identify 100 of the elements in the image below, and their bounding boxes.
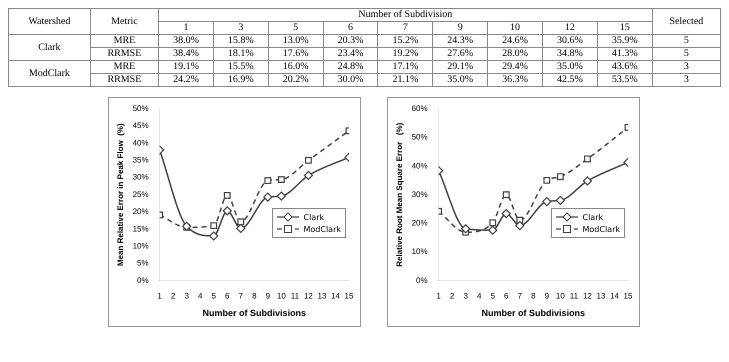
data-label: 29.4%: [488, 60, 542, 74]
x-tick-label: Selected: [652, 8, 720, 34]
y-tick-label: 30%: [412, 190, 428, 199]
point: [488, 226, 498, 235]
y-tick-label: 35%: [132, 156, 149, 165]
text: Clark: [8, 34, 90, 60]
data-label: 19.2%: [378, 48, 433, 60]
y-tick-label: 0%: [416, 276, 428, 285]
data-label: 24.3%: [432, 34, 488, 48]
y-tick-label: 20%: [412, 218, 428, 228]
data-label: 15.8%: [213, 34, 268, 48]
point: [542, 196, 552, 206]
point: [236, 224, 246, 233]
point: [543, 176, 550, 184]
data-label: 15.5%: [213, 60, 268, 74]
y-tick-label: 40%: [412, 161, 428, 170]
legend-label: Clark: [582, 212, 604, 222]
point: [263, 192, 272, 202]
x-tick-label: 10: [556, 292, 566, 301]
x-tick-label: 9: [544, 292, 550, 301]
point: [304, 170, 314, 180]
x-tick-label: 4: [476, 292, 482, 301]
y-tick-label: 10%: [132, 241, 149, 250]
x-tick-label: 8: [531, 292, 536, 301]
data-label: 23.4%: [323, 48, 378, 60]
point: [515, 221, 524, 230]
data-label: 17.6%: [268, 48, 324, 60]
data-label: 42.5%: [542, 74, 598, 86]
x-tick-label: 11: [570, 292, 579, 301]
x-tick-label: 15: [624, 292, 633, 301]
point: [278, 176, 285, 184]
x-tick-label: 13: [317, 292, 327, 301]
x-tick-label: 10: [488, 22, 542, 34]
x-tick-label: 15: [344, 292, 354, 301]
x-axis-title: Number of Subdivisions: [202, 308, 306, 318]
y-tick-label: 45%: [132, 121, 149, 130]
y-tick-label: 25%: [132, 190, 149, 199]
y-axis-title: Metric: [90, 8, 159, 34]
point: [237, 218, 244, 226]
y-tick-label: 10%: [412, 247, 428, 256]
point: [489, 219, 496, 226]
data-label: 34.8%: [542, 48, 598, 60]
y-tick-label: RRMSE: [90, 48, 159, 60]
data-label: 3: [652, 74, 720, 86]
x-tick-label: 10: [276, 292, 286, 301]
x-tick-label: 3: [184, 292, 190, 301]
point: [276, 191, 286, 201]
data-label: 35.0%: [542, 60, 598, 74]
data-label: 19.1%: [158, 60, 214, 74]
x-tick-label: 8: [252, 292, 258, 301]
data-label: 38.4%: [158, 48, 214, 60]
y-tick-label: 5%: [137, 258, 149, 268]
y-tick-label: 50%: [412, 132, 428, 142]
data-label: 24.8%: [323, 60, 378, 74]
x-tick-label: 6: [323, 22, 378, 34]
data-label: 30.0%: [323, 74, 378, 86]
y-tick-label: 30%: [132, 172, 149, 182]
x-tick-label: 7: [518, 292, 523, 301]
x-tick-label: 9: [266, 292, 271, 301]
x-tick-label: 7: [238, 292, 244, 301]
data-label: 18.1%: [213, 48, 268, 60]
y-tick-label: 15%: [132, 224, 149, 234]
data-label: 17.1%: [378, 60, 433, 74]
data-label: 38.0%: [158, 34, 214, 48]
x-tick-label: 6: [225, 292, 230, 301]
point: [502, 191, 510, 198]
data-label: 16.0%: [268, 60, 324, 74]
x-tick-label: 1: [436, 292, 442, 301]
data-label: 21.1%: [378, 74, 433, 86]
point: [461, 224, 470, 234]
point: [210, 222, 218, 230]
point: [264, 177, 272, 184]
x-tick-label: 1: [158, 22, 214, 34]
x-tick-label: 4: [198, 292, 203, 301]
y-tick-label: MRE: [90, 60, 159, 74]
x-tick-label: 14: [610, 292, 620, 301]
data-label: 41.3%: [597, 48, 652, 60]
y-tick-label: RRMSE: [90, 74, 159, 86]
y-axis-title: Relative Root Mean Square Error (%): [395, 122, 404, 267]
y-tick-label: MRE: [90, 34, 159, 48]
data-label: 20.2%: [268, 74, 324, 86]
x-tick-label: 12: [304, 292, 314, 301]
x-tick-label: 11: [290, 292, 300, 301]
x-tick-label: 14: [331, 292, 340, 301]
x-tick-label: 5: [211, 292, 216, 301]
x-tick-label: 9: [432, 22, 488, 34]
data-label: 29.1%: [432, 60, 488, 74]
y-tick-label: 50%: [132, 104, 149, 114]
point: [502, 209, 511, 218]
data-label: 13.0%: [268, 34, 324, 48]
x-tick-label: 15: [597, 22, 652, 34]
legend-label: ModClark: [582, 224, 620, 234]
data-label: 27.6%: [432, 48, 488, 60]
x-tick-label: 3: [213, 22, 268, 34]
data-label: 15.2%: [378, 34, 433, 48]
data-label: 35.0%: [432, 74, 488, 86]
legend-label: Clark: [303, 212, 324, 222]
data-label: 30.6%: [542, 34, 598, 48]
x-tick-label: 12: [542, 22, 598, 34]
x-tick-label: 13: [596, 292, 606, 301]
